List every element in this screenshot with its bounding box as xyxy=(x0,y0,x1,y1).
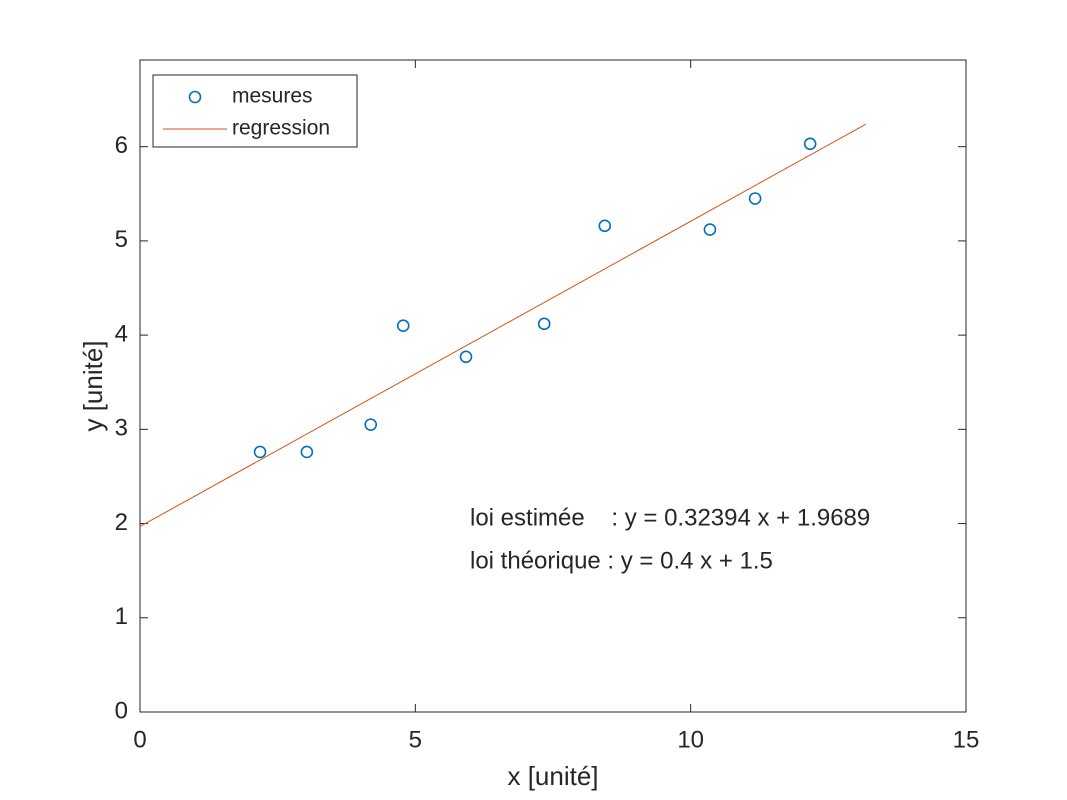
data-point xyxy=(703,223,717,236)
data-point xyxy=(598,219,612,233)
x-tick-label: 15 xyxy=(953,726,980,753)
plot-box xyxy=(139,59,967,713)
y-tick-label: 6 xyxy=(115,132,128,159)
y-tick-label: 5 xyxy=(115,226,128,253)
legend-label: mesures xyxy=(232,85,313,108)
annotation: loi estimée : y = 0.32394 x + 1.9689 xyxy=(470,504,870,531)
data-point xyxy=(748,192,762,205)
x-tick-label: 5 xyxy=(409,726,422,753)
y-tick-label: 1 xyxy=(115,603,128,630)
x-tick-label: 0 xyxy=(133,726,146,753)
regression-line xyxy=(139,123,867,527)
x-tick-label: 10 xyxy=(677,726,704,753)
x-axis-label: x [unité] xyxy=(507,761,598,791)
legend-marker xyxy=(188,90,202,104)
y-tick-label: 3 xyxy=(115,415,128,442)
y-tick-label: 2 xyxy=(115,509,128,536)
y-axis-label: y [unité] xyxy=(78,340,108,431)
data-point xyxy=(803,137,817,151)
data-point xyxy=(364,418,378,431)
data-point xyxy=(300,445,314,459)
data-point xyxy=(537,317,551,331)
data-point xyxy=(459,350,473,364)
data-point xyxy=(396,319,410,332)
legend-label: regression xyxy=(232,117,330,140)
annotation: loi théorique : y = 0.4 x + 1.5 xyxy=(470,547,773,574)
y-tick-label: 4 xyxy=(115,320,128,347)
y-tick-label: 0 xyxy=(115,697,128,724)
data-point xyxy=(253,445,267,459)
legend-box xyxy=(152,74,358,148)
